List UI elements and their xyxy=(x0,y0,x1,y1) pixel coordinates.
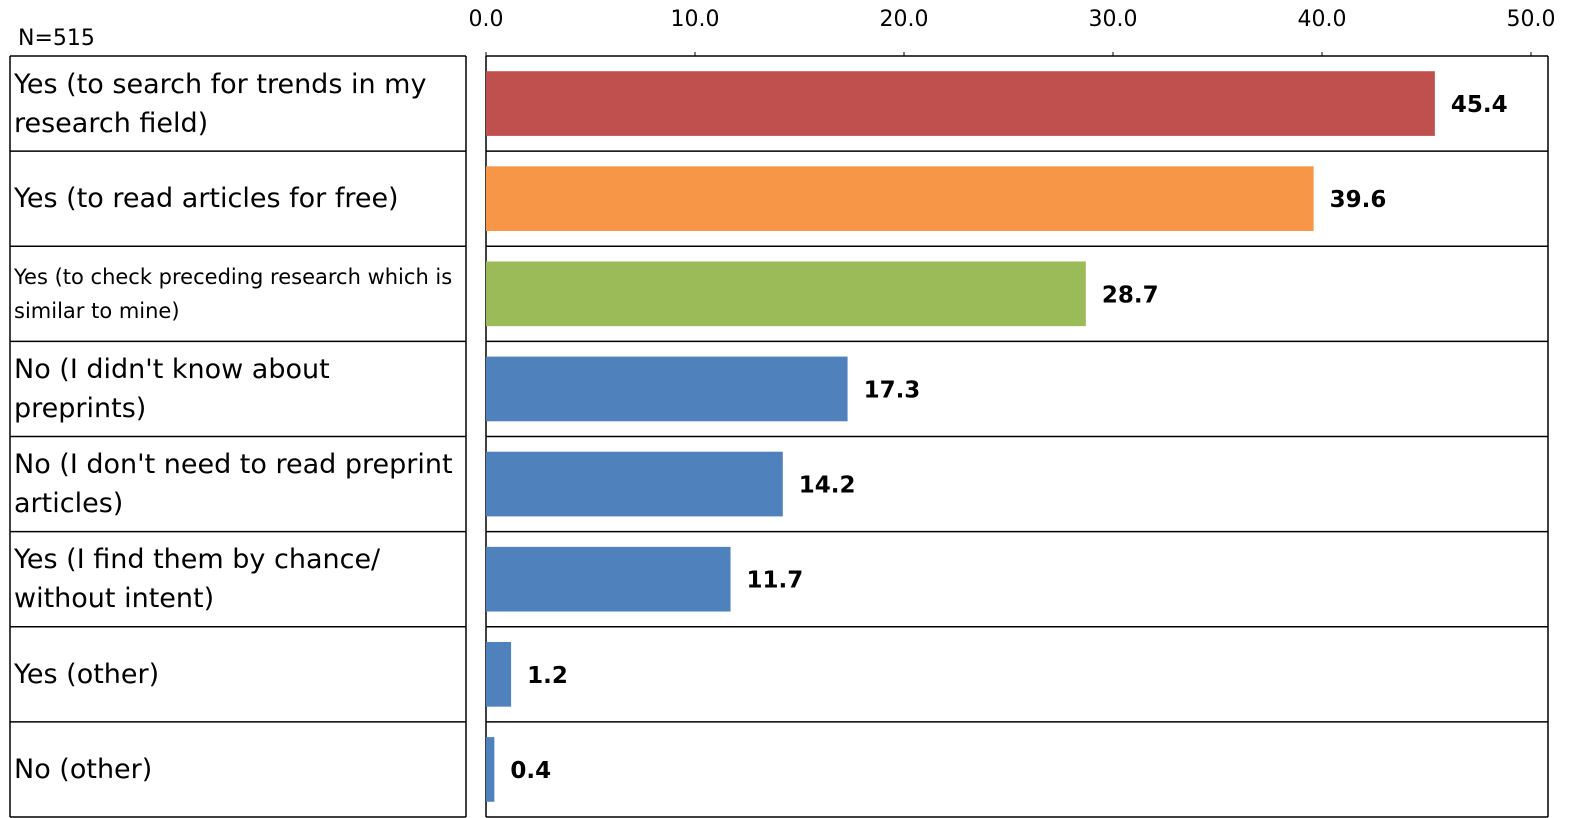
category-text: No (I don't need to read preprint articl… xyxy=(14,449,453,520)
category-label: Yes (other) xyxy=(14,627,462,722)
bar xyxy=(486,737,495,802)
category-text: Yes (to search for trends in my research… xyxy=(14,68,427,139)
value-label: 45.4 xyxy=(1451,92,1508,118)
category-text: Yes (other) xyxy=(14,658,160,690)
category-text: No (other) xyxy=(14,753,153,785)
category-text: Yes (to read articles for free) xyxy=(14,183,399,215)
category-label: Yes (to read articles for free) xyxy=(14,151,462,246)
x-tick-label: 40.0 xyxy=(1298,7,1347,32)
value-label: 14.2 xyxy=(799,473,856,499)
x-tick-label: 50.0 xyxy=(1507,7,1556,32)
x-tick-label: 30.0 xyxy=(1089,7,1138,32)
category-label: Yes (to search for trends in my research… xyxy=(14,56,462,151)
bar xyxy=(486,641,512,707)
category-label: No (I didn't know about preprints) xyxy=(14,341,462,436)
value-label: 1.2 xyxy=(527,663,568,689)
category-text: Yes (to check preceding research which i… xyxy=(14,264,453,323)
bar xyxy=(486,356,848,422)
category-label: No (other) xyxy=(14,722,462,817)
category-label: Yes (I find them by chance/ without inte… xyxy=(14,532,462,627)
category-label: Yes (to check preceding research which i… xyxy=(14,246,462,341)
bar xyxy=(486,166,1314,232)
bar xyxy=(486,546,731,612)
value-label: 11.7 xyxy=(747,568,804,594)
x-tick-label: 10.0 xyxy=(671,7,720,32)
value-label: 39.6 xyxy=(1330,187,1387,213)
x-tick-label: 20.0 xyxy=(880,7,929,32)
category-text: Yes (I find them by chance/ without inte… xyxy=(14,544,381,615)
category-label: No (I don't need to read preprint articl… xyxy=(14,437,462,532)
bar xyxy=(486,451,783,517)
bar xyxy=(486,261,1086,327)
value-label: 17.3 xyxy=(864,377,921,403)
value-label: 0.4 xyxy=(510,758,551,784)
bar xyxy=(486,71,1435,136)
sample-size-note: N=515 xyxy=(18,26,95,51)
value-label: 28.7 xyxy=(1102,282,1159,308)
category-text: No (I didn't know about preprints) xyxy=(14,353,330,424)
x-tick-label: 0.0 xyxy=(469,7,504,32)
